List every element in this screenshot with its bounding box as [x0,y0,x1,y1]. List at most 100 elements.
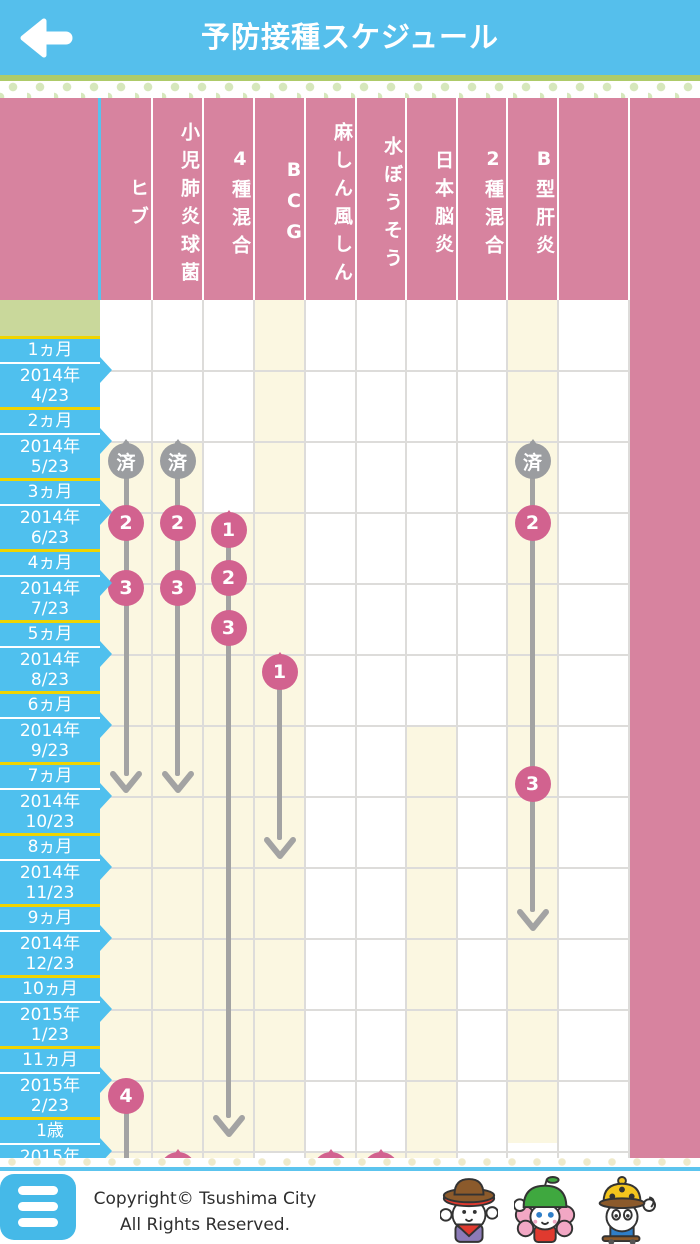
header-separator [151,98,153,300]
polka-dot-divider [0,81,700,98]
grid-column-line [202,300,204,1160]
yellow-separator [0,762,100,765]
grid-row-line [100,370,629,372]
grid-column-line [253,300,255,1160]
dose-number-badge-mr[interactable] [312,1152,349,1160]
date-year: 2014年 [19,508,81,528]
grid-column-line [628,300,630,1160]
menu-button[interactable] [0,1174,76,1240]
dose-number-badge-combo4[interactable]: 3 [210,610,247,646]
date-day: 9/23 [30,741,70,761]
age-label: 6ヵ月 [0,694,100,717]
date-year: 2014年 [19,863,81,883]
date-year: 2014年 [19,437,81,457]
date-day: 7/23 [30,599,70,619]
grid-row-line [100,938,629,940]
header-separator [405,98,407,300]
grid-column-line [506,300,508,1160]
age-row-10: 10ヵ月 2015年 1/23 [0,975,100,1046]
date-pointer [100,925,112,951]
age-label: 3ヵ月 [0,481,100,504]
dose-number-badge-pneumococcus[interactable]: 3 [159,570,196,606]
dose-done-badge-hib[interactable]: 済 [108,443,144,479]
grid-row-line [100,1151,629,1153]
dose-done-badge-hepb[interactable]: 済 [514,443,551,479]
white-separator [0,1072,100,1074]
dose-number-badge-hib[interactable]: 2 [108,505,144,541]
age-row-8: 8ヵ月 2014年 11/23 [0,833,100,904]
yellow-separator [0,336,100,339]
dose-number-badge-hib[interactable]: 3 [108,570,144,606]
grid-row-line [100,441,629,443]
header-separator [355,98,357,300]
white-separator [0,788,100,790]
column-header-bcg: BCG [283,159,305,252]
age-row-4: 4ヵ月 2014年 7/23 [0,549,100,620]
dose-number-badge-hib[interactable]: 4 [108,1078,144,1114]
age-label: 10ヵ月 [0,978,100,1001]
dose-number-badge-combo4[interactable]: 2 [210,560,247,596]
back-arrow-icon [14,18,76,66]
age-row-7: 7ヵ月 2014年 10/23 [0,762,100,833]
schedule-arrow-line-pneumococcus [175,441,180,776]
age-label: 5ヵ月 [0,623,100,646]
header-accent-line [98,98,101,300]
date-day: 8/23 [30,670,70,690]
date-day: 2/23 [30,1096,70,1116]
yellow-separator [0,478,100,481]
header-separator [456,98,458,300]
white-separator [0,859,100,861]
white-separator [0,1143,100,1145]
date-label: 2014年 5/23 [0,435,100,478]
date-day: 4/23 [30,386,70,406]
yellow-separator [0,620,100,623]
schedule-arrow-line-hib [123,1080,129,1160]
age-label: 7ヵ月 [0,765,100,788]
dose-number-badge-varicella[interactable] [363,1152,399,1160]
arrowhead-icon-combo4 [212,1115,246,1143]
dose-number-badge-pneumococcus[interactable] [159,1152,196,1160]
column-header-je: 日本脳炎 [432,149,454,262]
arrowhead-icon-hib [109,771,143,799]
dose-done-badge-pneumococcus[interactable]: 済 [159,443,196,479]
date-label: 2014年 8/23 [0,648,100,691]
back-button[interactable] [14,14,76,62]
dose-number-badge-hepb[interactable]: 2 [514,505,551,541]
date-pointer [100,996,112,1022]
date-label: 2014年 7/23 [0,577,100,620]
schedule-arrow-line-hib [123,441,129,776]
grid-row-line [100,1009,629,1011]
date-year: 2015年 [19,1005,81,1025]
header-separator [557,98,559,300]
mascot-helmet-kid [588,1176,656,1244]
age-label: 11ヵ月 [0,1049,100,1072]
date-day: 1/23 [30,1025,70,1045]
column-header-pneumococcus: 小児肺炎球菌 [178,121,200,290]
yellow-separator [0,549,100,552]
age-row-6: 6ヵ月 2014年 9/23 [0,691,100,762]
date-year: 2014年 [19,721,81,741]
age-row-11: 11ヵ月 2015年 2/23 [0,1046,100,1117]
dose-number-badge-hepb[interactable]: 3 [514,766,551,802]
white-separator [0,575,100,577]
grid-row-line [100,583,629,585]
age-label: 1ヵ月 [0,339,100,362]
grid-row-line [100,725,629,727]
date-day: 6/23 [30,528,70,548]
white-separator [0,362,100,364]
arrowhead-icon-pneumococcus [161,771,195,799]
date-pointer [100,854,112,880]
column-header-hib: ヒブ [127,177,149,234]
white-separator [0,433,100,435]
dose-number-badge-bcg[interactable]: 1 [261,654,298,690]
yellow-separator [0,904,100,907]
dose-number-badge-combo4[interactable]: 1 [210,512,247,548]
header-separator [628,98,630,300]
white-separator [0,717,100,719]
dose-number-badge-pneumococcus[interactable]: 2 [159,505,196,541]
date-label: 2014年 11/23 [0,861,100,904]
footer-dot-edge [0,1158,700,1167]
yellow-separator [0,833,100,836]
table-header-band [0,98,700,300]
grid-row-line [100,1080,629,1082]
